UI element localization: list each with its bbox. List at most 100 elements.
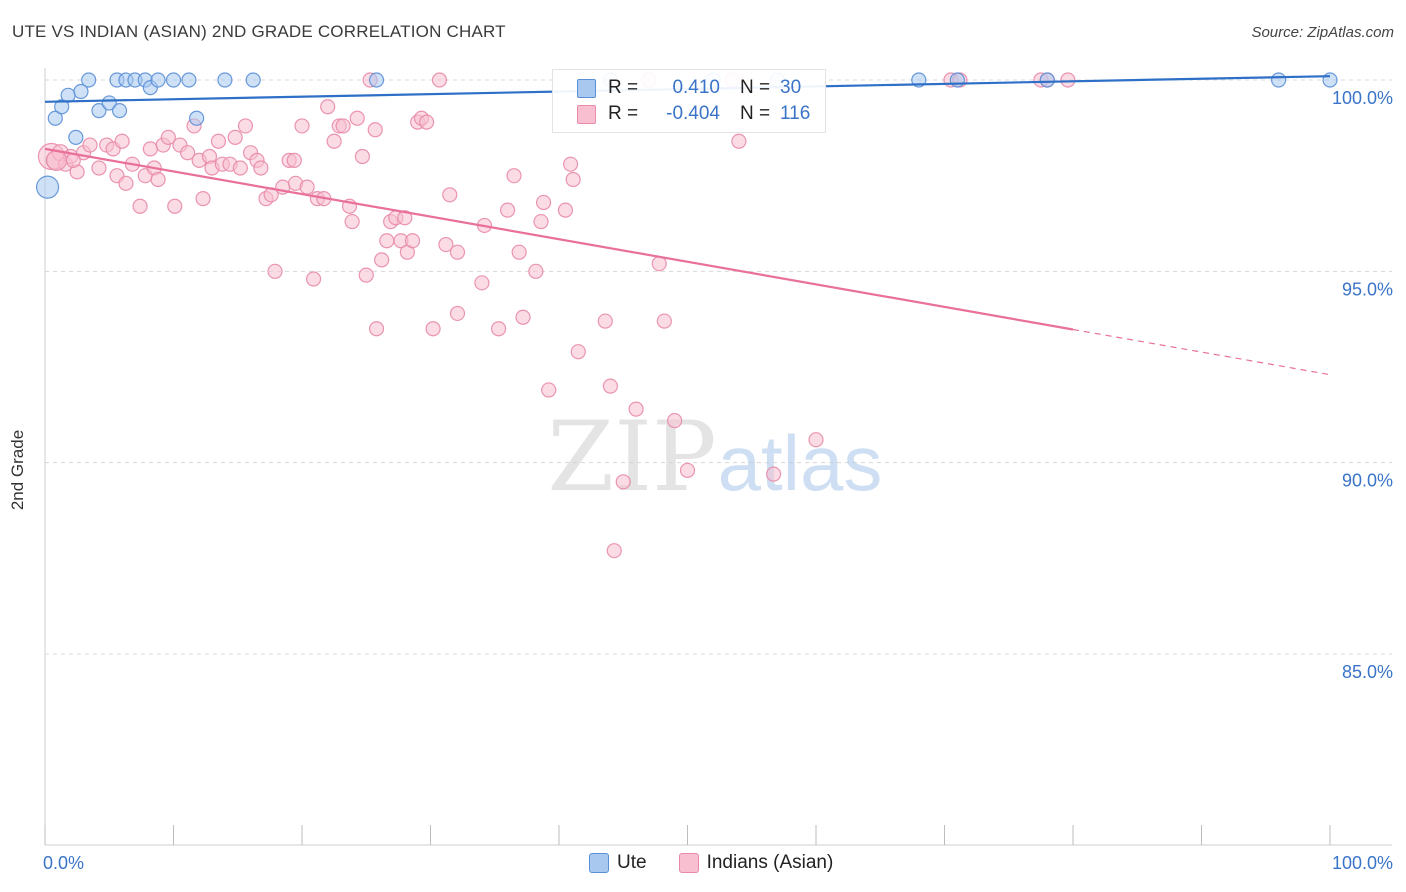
ute-point — [68, 129, 84, 145]
indian-point — [679, 462, 696, 478]
indian-point — [442, 187, 458, 203]
ute-point — [368, 72, 385, 88]
indian-point — [438, 236, 454, 253]
ute-point — [165, 72, 182, 88]
indian-point — [367, 122, 383, 138]
indian-point — [570, 344, 586, 360]
indian-point — [114, 133, 130, 149]
ute-point — [91, 103, 107, 119]
ute-point — [949, 72, 965, 88]
indian-point — [506, 168, 522, 184]
indian-point — [358, 267, 374, 283]
indian-point — [449, 244, 466, 260]
indian-point — [491, 321, 507, 337]
indian-point — [597, 313, 613, 329]
indian-point — [515, 309, 531, 325]
indian-point — [431, 72, 448, 88]
indian-point — [299, 179, 315, 195]
n-value: 30 — [780, 77, 802, 98]
ute-point — [245, 72, 261, 88]
indian-point — [374, 252, 390, 268]
tick-labels: 100.0% 95.0% 90.0% 85.0% 0.0% 100.0% — [43, 88, 1393, 873]
indian-point — [118, 175, 134, 191]
x-tick-label: 100.0% — [1332, 853, 1393, 873]
indian-point — [320, 99, 336, 115]
y-tick-label: 95.0% — [1342, 279, 1393, 299]
indian-point — [474, 275, 490, 291]
series-legend: Ute Indians (Asian) — [589, 852, 865, 874]
ute-point — [35, 175, 60, 199]
indian-point — [232, 160, 248, 176]
indian-point — [132, 198, 148, 214]
indian-point — [419, 114, 435, 130]
indian-point — [651, 256, 667, 272]
r-value: -0.404 — [666, 103, 720, 124]
x-tick-label: 0.0% — [43, 853, 84, 873]
indian-point — [404, 233, 421, 249]
watermark-zip: ZIP — [547, 401, 716, 513]
indian-point — [565, 171, 581, 188]
watermark: ZIP atlas — [547, 401, 882, 513]
ute-point — [1322, 72, 1338, 88]
indian-point — [528, 263, 544, 279]
indian-point — [606, 543, 622, 559]
indian-point — [344, 213, 360, 230]
legend-item-ute[interactable]: Ute — [589, 852, 647, 874]
legend-label-indian: Indians (Asian) — [706, 852, 834, 873]
ute-point — [217, 72, 233, 88]
ute-point — [181, 72, 197, 88]
source-note: Source: ZipAtlas.com — [1251, 24, 1394, 41]
indian-swatch — [678, 853, 699, 873]
ute-point — [54, 99, 70, 115]
indian-point — [500, 202, 516, 218]
indian-point — [294, 118, 310, 134]
indian-point — [286, 152, 302, 168]
indian-point — [397, 210, 413, 226]
indian-point — [615, 474, 631, 490]
indian-point — [379, 233, 395, 249]
indian-point — [602, 378, 619, 394]
indian-point — [765, 466, 782, 482]
legend-item-indian[interactable]: Indians (Asian) — [678, 852, 834, 874]
indian-point — [1060, 72, 1076, 88]
r-label: R = — [608, 77, 639, 98]
ute-point — [189, 110, 205, 126]
chart-title: UTE VS INDIAN (ASIAN) 2ND GRADE CORRELAT… — [12, 22, 506, 41]
indian-point — [335, 118, 351, 134]
indian-point — [180, 145, 196, 161]
indian-point — [237, 118, 254, 134]
ute-point — [1039, 72, 1055, 88]
ute-point — [47, 110, 63, 126]
indian-point — [305, 271, 322, 287]
indian-point — [150, 171, 166, 188]
indian-point — [167, 198, 183, 214]
indian-point — [253, 160, 269, 176]
indian-point — [354, 148, 370, 165]
ute-swatch — [577, 78, 596, 98]
indian-point — [368, 321, 385, 337]
indian-trend-line — [44, 147, 1074, 331]
indian-point — [227, 129, 243, 145]
indian-swatch — [577, 104, 596, 124]
indian-point — [142, 141, 158, 157]
y-tick-label: 90.0% — [1342, 471, 1393, 491]
n-label: N = — [740, 103, 771, 124]
indian-point — [562, 156, 579, 172]
indian-point — [45, 149, 68, 171]
indian-point — [511, 244, 527, 260]
indian-point — [557, 202, 574, 218]
ute-swatch — [589, 853, 609, 873]
indian-point — [533, 213, 549, 230]
legend-row-indian: R = -0.404 N = 116 — [577, 101, 810, 127]
indian-point — [656, 313, 672, 329]
indian-point — [628, 401, 644, 417]
n-label: N = — [740, 77, 771, 98]
watermark-atlas: atlas — [718, 419, 883, 507]
indian-point — [82, 137, 98, 153]
indian-point — [667, 412, 683, 429]
indian-point — [449, 305, 466, 322]
r-value: 0.410 — [672, 77, 720, 98]
indian-point — [349, 110, 365, 126]
ute-point — [81, 72, 97, 88]
